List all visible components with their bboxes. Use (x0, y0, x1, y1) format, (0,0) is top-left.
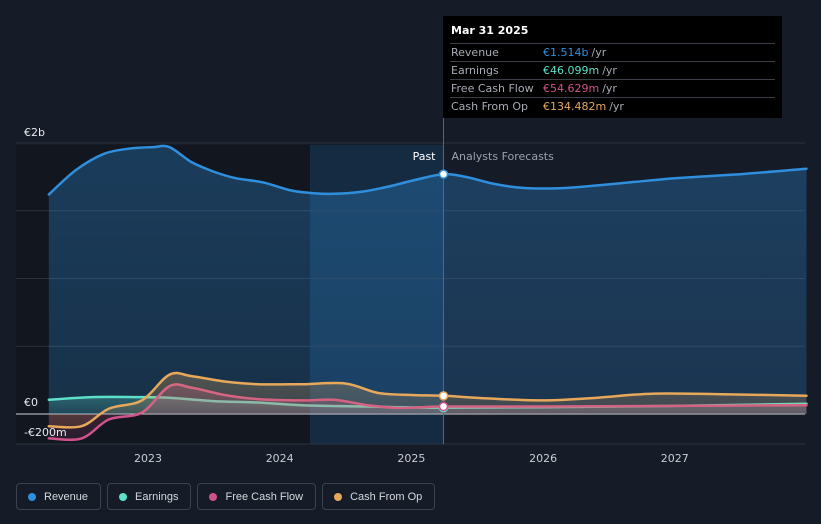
highlight-marker (438, 391, 449, 401)
series-area-revenue (48, 145, 807, 414)
tooltip-value: €54.629m (543, 82, 600, 95)
series-area-cash-from-op (48, 372, 807, 428)
legend-label: Cash From Op (350, 490, 423, 503)
forecast-label: Analysts Forecasts (452, 150, 555, 163)
series-line-cash-from-op (47, 371, 808, 429)
chart: Past Analysts Forecasts €2b €0 -€200m 2023 202… (16, 95, 808, 465)
legend-item-free-cash-flow[interactable]: Free Cash Flow (197, 483, 317, 510)
tooltip-name: Earnings (451, 64, 499, 77)
y-axis-label: €0 (24, 396, 38, 409)
tooltip-value: €46.099m (543, 64, 600, 77)
legend-item-cash-from-op[interactable]: Cash From Op (322, 483, 436, 510)
legend-dot-icon (209, 492, 218, 501)
tooltip: Mar 31 2025 Revenue €1.514b /yr Earnings… (443, 16, 782, 118)
past-label: Past (413, 150, 437, 163)
y-axis-label: -€200m (24, 426, 67, 439)
legend: Revenue Earnings Free Cash Flow Cash Fro… (16, 483, 436, 512)
x-tick-label: 2024 (266, 452, 294, 465)
tooltip-name: Free Cash Flow (451, 82, 534, 95)
highlight-marker (438, 401, 449, 412)
highlight-marker (438, 169, 449, 179)
tooltip-name: Cash From Op (451, 100, 529, 113)
tooltip-unit: /yr (602, 64, 617, 77)
y-axis-label: €2b (24, 126, 45, 139)
x-tick-label: 2023 (134, 452, 162, 465)
tooltip-row-cfo: Cash From Op €134.482m /yr (450, 97, 775, 115)
x-tick-label: 2027 (661, 452, 689, 465)
legend-dot-icon (119, 492, 128, 501)
legend-dot-icon (28, 492, 36, 501)
tooltip-row-fcf: Free Cash Flow €54.629m /yr (450, 79, 775, 97)
tooltip-unit: /yr (591, 46, 607, 59)
tooltip-row-revenue: Revenue €1.514b /yr (450, 43, 775, 61)
legend-item-revenue[interactable]: Revenue (16, 483, 102, 510)
legend-dot-icon (334, 492, 343, 501)
x-tick-label: 2026 (529, 452, 557, 465)
tooltip-date: Mar 31 2025 (451, 24, 529, 37)
legend-item-earnings[interactable]: Earnings (107, 483, 192, 510)
tooltip-unit: /yr (609, 100, 624, 113)
tooltip-value: €1.514b (543, 46, 589, 59)
x-tick-label: 2025 (397, 452, 425, 465)
legend-label: Earnings (135, 490, 179, 503)
tooltip-unit: /yr (602, 82, 617, 95)
tooltip-value: €134.482m (543, 100, 607, 113)
tooltip-row-earnings: Earnings €46.099m /yr (450, 61, 775, 79)
series-line-revenue (47, 144, 808, 196)
tooltip-name: Revenue (451, 46, 499, 59)
legend-label: Revenue (44, 490, 89, 503)
legend-label: Free Cash Flow (225, 490, 304, 503)
